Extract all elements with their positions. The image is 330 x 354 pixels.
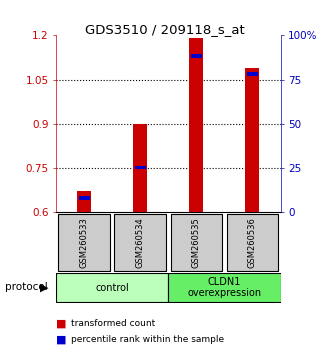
Bar	[189, 38, 203, 212]
Text: GDS3510 / 209118_s_at: GDS3510 / 209118_s_at	[85, 23, 245, 36]
Text: control: control	[95, 282, 129, 293]
FancyBboxPatch shape	[168, 273, 280, 302]
FancyBboxPatch shape	[227, 213, 278, 272]
Bar	[77, 191, 91, 212]
Text: GSM260533: GSM260533	[80, 217, 89, 268]
Text: GSM260534: GSM260534	[136, 217, 145, 268]
Text: transformed count: transformed count	[71, 319, 155, 329]
Text: protocol: protocol	[5, 282, 48, 292]
FancyBboxPatch shape	[115, 213, 166, 272]
Text: GSM260535: GSM260535	[192, 217, 201, 268]
Bar	[135, 166, 146, 169]
Text: ▶: ▶	[40, 282, 49, 292]
Bar	[79, 196, 90, 200]
Text: GSM260536: GSM260536	[248, 217, 257, 268]
FancyBboxPatch shape	[56, 273, 168, 302]
Bar	[191, 54, 202, 58]
Text: ■: ■	[56, 335, 67, 345]
Text: CLDN1
overexpression: CLDN1 overexpression	[187, 277, 261, 298]
Bar	[247, 72, 258, 75]
Bar	[246, 68, 259, 212]
Text: ■: ■	[56, 319, 67, 329]
FancyBboxPatch shape	[171, 213, 222, 272]
Bar	[133, 124, 147, 212]
FancyBboxPatch shape	[58, 213, 110, 272]
Text: percentile rank within the sample: percentile rank within the sample	[71, 335, 224, 344]
